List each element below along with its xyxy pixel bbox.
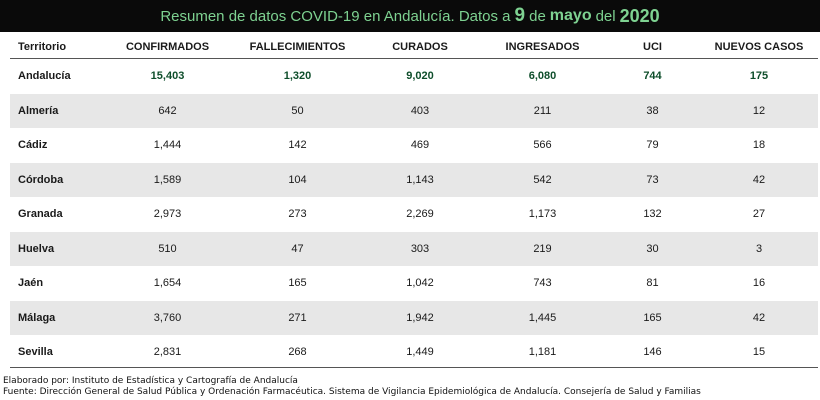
- cell-curados: 9,020: [406, 70, 434, 83]
- cell-confirmados: 2,973: [153, 208, 182, 221]
- cell-ingresados: 219: [480, 231, 605, 266]
- cell-nuevos-casos: 3: [700, 231, 818, 266]
- covid-data-table: Territorio CONFIRMADOS FALLECIMIENTOS CU…: [10, 36, 818, 370]
- column-header-confirmados: CONFIRMADOS: [100, 36, 235, 59]
- cell-curados: 1,449: [406, 346, 434, 359]
- cell-nuevos-casos: 175: [749, 70, 769, 83]
- title-year: 2020: [619, 5, 660, 26]
- cell-curados: 1,042: [406, 277, 434, 290]
- cell-fallecimientos: 1,320: [283, 70, 312, 83]
- column-header-uci: UCI: [605, 36, 700, 59]
- title-month: mayo: [549, 7, 592, 24]
- title-connector-2: del: [595, 7, 616, 25]
- cell-fallecimientos: 47: [235, 231, 360, 266]
- cell-uci: 81: [646, 277, 659, 290]
- table-bottom-divider: [10, 367, 818, 368]
- cell-fallecimientos: 142: [288, 139, 307, 152]
- cell-confirmados: 15,403: [150, 70, 185, 83]
- cell-fallecimientos: 271: [235, 300, 360, 335]
- cell-curados: 1,143: [360, 162, 480, 197]
- cell-uci: 132: [643, 208, 662, 221]
- cell-fallecimientos: 273: [288, 208, 307, 221]
- territory-name: Cádiz: [18, 139, 48, 152]
- table-row: Cádiz 1,444 142 469 566 79 18: [10, 128, 818, 163]
- territory-name: Málaga: [10, 300, 100, 335]
- cell-nuevos-casos: 42: [700, 162, 818, 197]
- table-row: Almería 642 50 403 211 38 12: [10, 93, 818, 128]
- cell-curados: 2,269: [406, 208, 434, 221]
- cell-uci: 744: [643, 70, 662, 83]
- cell-nuevos-casos: 15: [752, 346, 766, 359]
- column-header-fallecimientos: FALLECIMIENTOS: [235, 36, 360, 59]
- territory-name: Almería: [10, 93, 100, 128]
- table-row: Huelva 510 47 303 219 30 3: [10, 231, 818, 266]
- column-header-curados: CURADOS: [360, 36, 480, 59]
- cell-confirmados: 1,444: [153, 139, 182, 152]
- cell-fallecimientos: 50: [235, 93, 360, 128]
- cell-nuevos-casos: 18: [752, 139, 766, 152]
- cell-ingresados: 566: [533, 139, 552, 152]
- cell-nuevos-casos: 16: [752, 277, 766, 290]
- cell-ingresados: 6,080: [528, 70, 557, 83]
- territory-name: Jaén: [18, 277, 44, 290]
- cell-ingresados: 743: [533, 277, 552, 290]
- table-row: Granada 2,973 273 2,269 1,173 132 27: [10, 197, 818, 232]
- cell-confirmados: 2,831: [153, 346, 182, 359]
- cell-confirmados: 510: [100, 231, 235, 266]
- territory-name: Granada: [18, 208, 63, 221]
- cell-fallecimientos: 165: [288, 277, 307, 290]
- footer: Elaborado por: Instituto de Estadística …: [3, 376, 701, 398]
- table-row: Sevilla 2,831 268 1,449 1,181 146 15: [10, 335, 818, 370]
- title-day: 9: [514, 5, 526, 26]
- table-header-row: Territorio CONFIRMADOS FALLECIMIENTOS CU…: [10, 36, 818, 59]
- territory-name: Andalucía: [18, 70, 71, 83]
- cell-nuevos-casos: 27: [752, 208, 766, 221]
- cell-ingresados: 211: [480, 93, 605, 128]
- cell-ingresados: 1,445: [480, 300, 605, 335]
- territory-name: Sevilla: [18, 346, 53, 359]
- title-connector: de: [529, 7, 546, 25]
- table-row: Jaén 1,654 165 1,042 743 81 16: [10, 266, 818, 301]
- cell-curados: 1,942: [360, 300, 480, 335]
- cell-uci: 165: [605, 300, 700, 335]
- cell-confirmados: 1,654: [153, 277, 182, 290]
- cell-ingresados: 1,173: [528, 208, 557, 221]
- title-bar: Resumen de datos COVID-19 en Andalucía. …: [0, 0, 820, 32]
- column-header-territorio: Territorio: [10, 36, 100, 59]
- cell-uci: 146: [643, 346, 662, 359]
- column-header-nuevos-casos: NUEVOS CASOS: [700, 36, 818, 59]
- cell-confirmados: 642: [100, 93, 235, 128]
- cell-curados: 303: [360, 231, 480, 266]
- territory-name: Huelva: [10, 231, 100, 266]
- cell-confirmados: 3,760: [100, 300, 235, 335]
- cell-ingresados: 542: [480, 162, 605, 197]
- cell-fallecimientos: 268: [288, 346, 307, 359]
- territory-name: Córdoba: [10, 162, 100, 197]
- cell-nuevos-casos: 12: [700, 93, 818, 128]
- cell-confirmados: 1,589: [100, 162, 235, 197]
- column-header-ingresados: INGRESADOS: [480, 36, 605, 59]
- cell-uci: 73: [605, 162, 700, 197]
- footer-elaborated-by: Elaborado por: Instituto de Estadística …: [3, 376, 298, 386]
- cell-nuevos-casos: 42: [700, 300, 818, 335]
- cell-ingresados: 1,181: [528, 346, 557, 359]
- cell-curados: 403: [360, 93, 480, 128]
- cell-curados: 469: [410, 139, 430, 152]
- cell-uci: 30: [605, 231, 700, 266]
- table-row: Málaga 3,760 271 1,942 1,445 165 42: [10, 300, 818, 335]
- footer-source: Fuente: Dirección General de Salud Públi…: [3, 387, 701, 397]
- cell-uci: 38: [605, 93, 700, 128]
- cell-fallecimientos: 104: [235, 162, 360, 197]
- table-row: Córdoba 1,589 104 1,143 542 73 42: [10, 162, 818, 197]
- title-prefix: Resumen de datos COVID-19 en Andalucía. …: [160, 7, 511, 25]
- cell-uci: 79: [646, 139, 659, 152]
- table-row-andalucia-total: Andalucía 15,403 1,320 9,020 6,080 744 1…: [10, 59, 818, 94]
